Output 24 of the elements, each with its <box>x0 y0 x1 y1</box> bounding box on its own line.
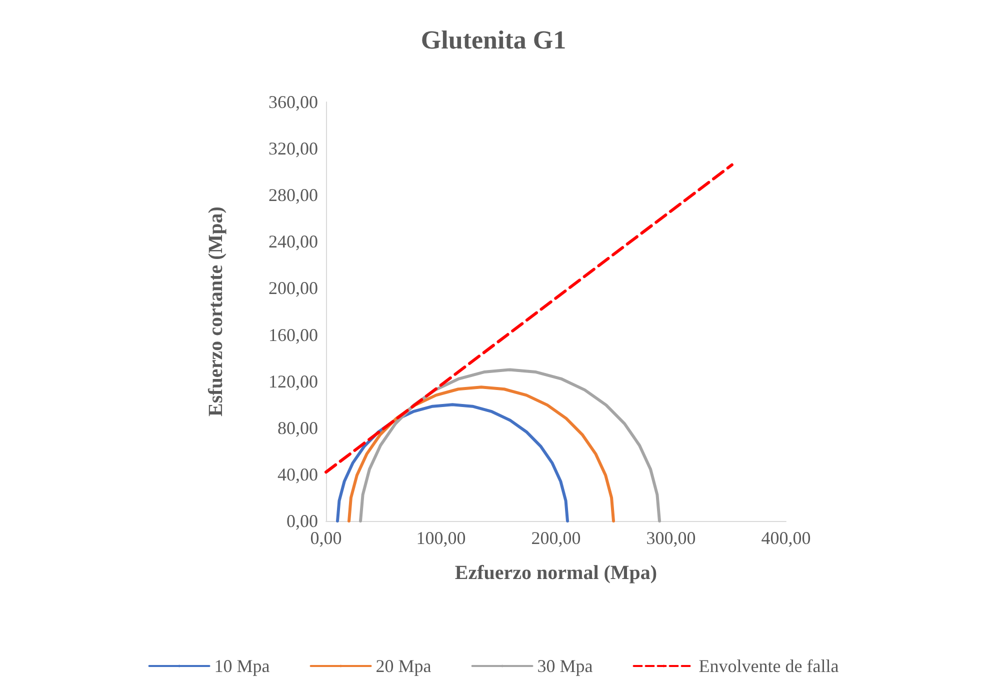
y-tick-label: 120,00 <box>268 371 318 392</box>
y-tick-label: 320,00 <box>268 138 318 159</box>
chart-title: Glutenita G1 <box>420 26 566 54</box>
x-tick-label: 0,00 <box>310 528 342 548</box>
y-tick-label: 200,00 <box>268 278 318 298</box>
y-tick-label: 240,00 <box>268 232 318 252</box>
y-tick-label: 40,00 <box>278 464 318 484</box>
x-tick-label: 100,00 <box>416 528 466 548</box>
y-tick-label: 280,00 <box>268 185 318 206</box>
line-series <box>359 368 661 522</box>
legend-label: 20 Mpa <box>376 656 432 676</box>
legend-label: 30 Mpa <box>537 656 593 676</box>
legend-label: 10 Mpa <box>214 656 270 676</box>
y-tick-label: 0,00 <box>286 511 318 531</box>
y-tick-label: 80,00 <box>278 418 318 438</box>
line-series <box>348 386 615 522</box>
y-tick-label: 160,00 <box>268 324 318 345</box>
x-tick-label: 200,00 <box>531 528 581 548</box>
x-axis-title: Ezfuerzo normal (Mpa) <box>454 562 658 584</box>
legend-label: Envolvente de falla <box>698 656 839 676</box>
x-tick-label: 400,00 <box>761 528 811 548</box>
y-tick-label: 360,00 <box>268 92 318 112</box>
y-axis-title: Esfuerzo cortante (Mpa) <box>205 206 227 416</box>
x-tick-label: 300,00 <box>646 528 696 548</box>
